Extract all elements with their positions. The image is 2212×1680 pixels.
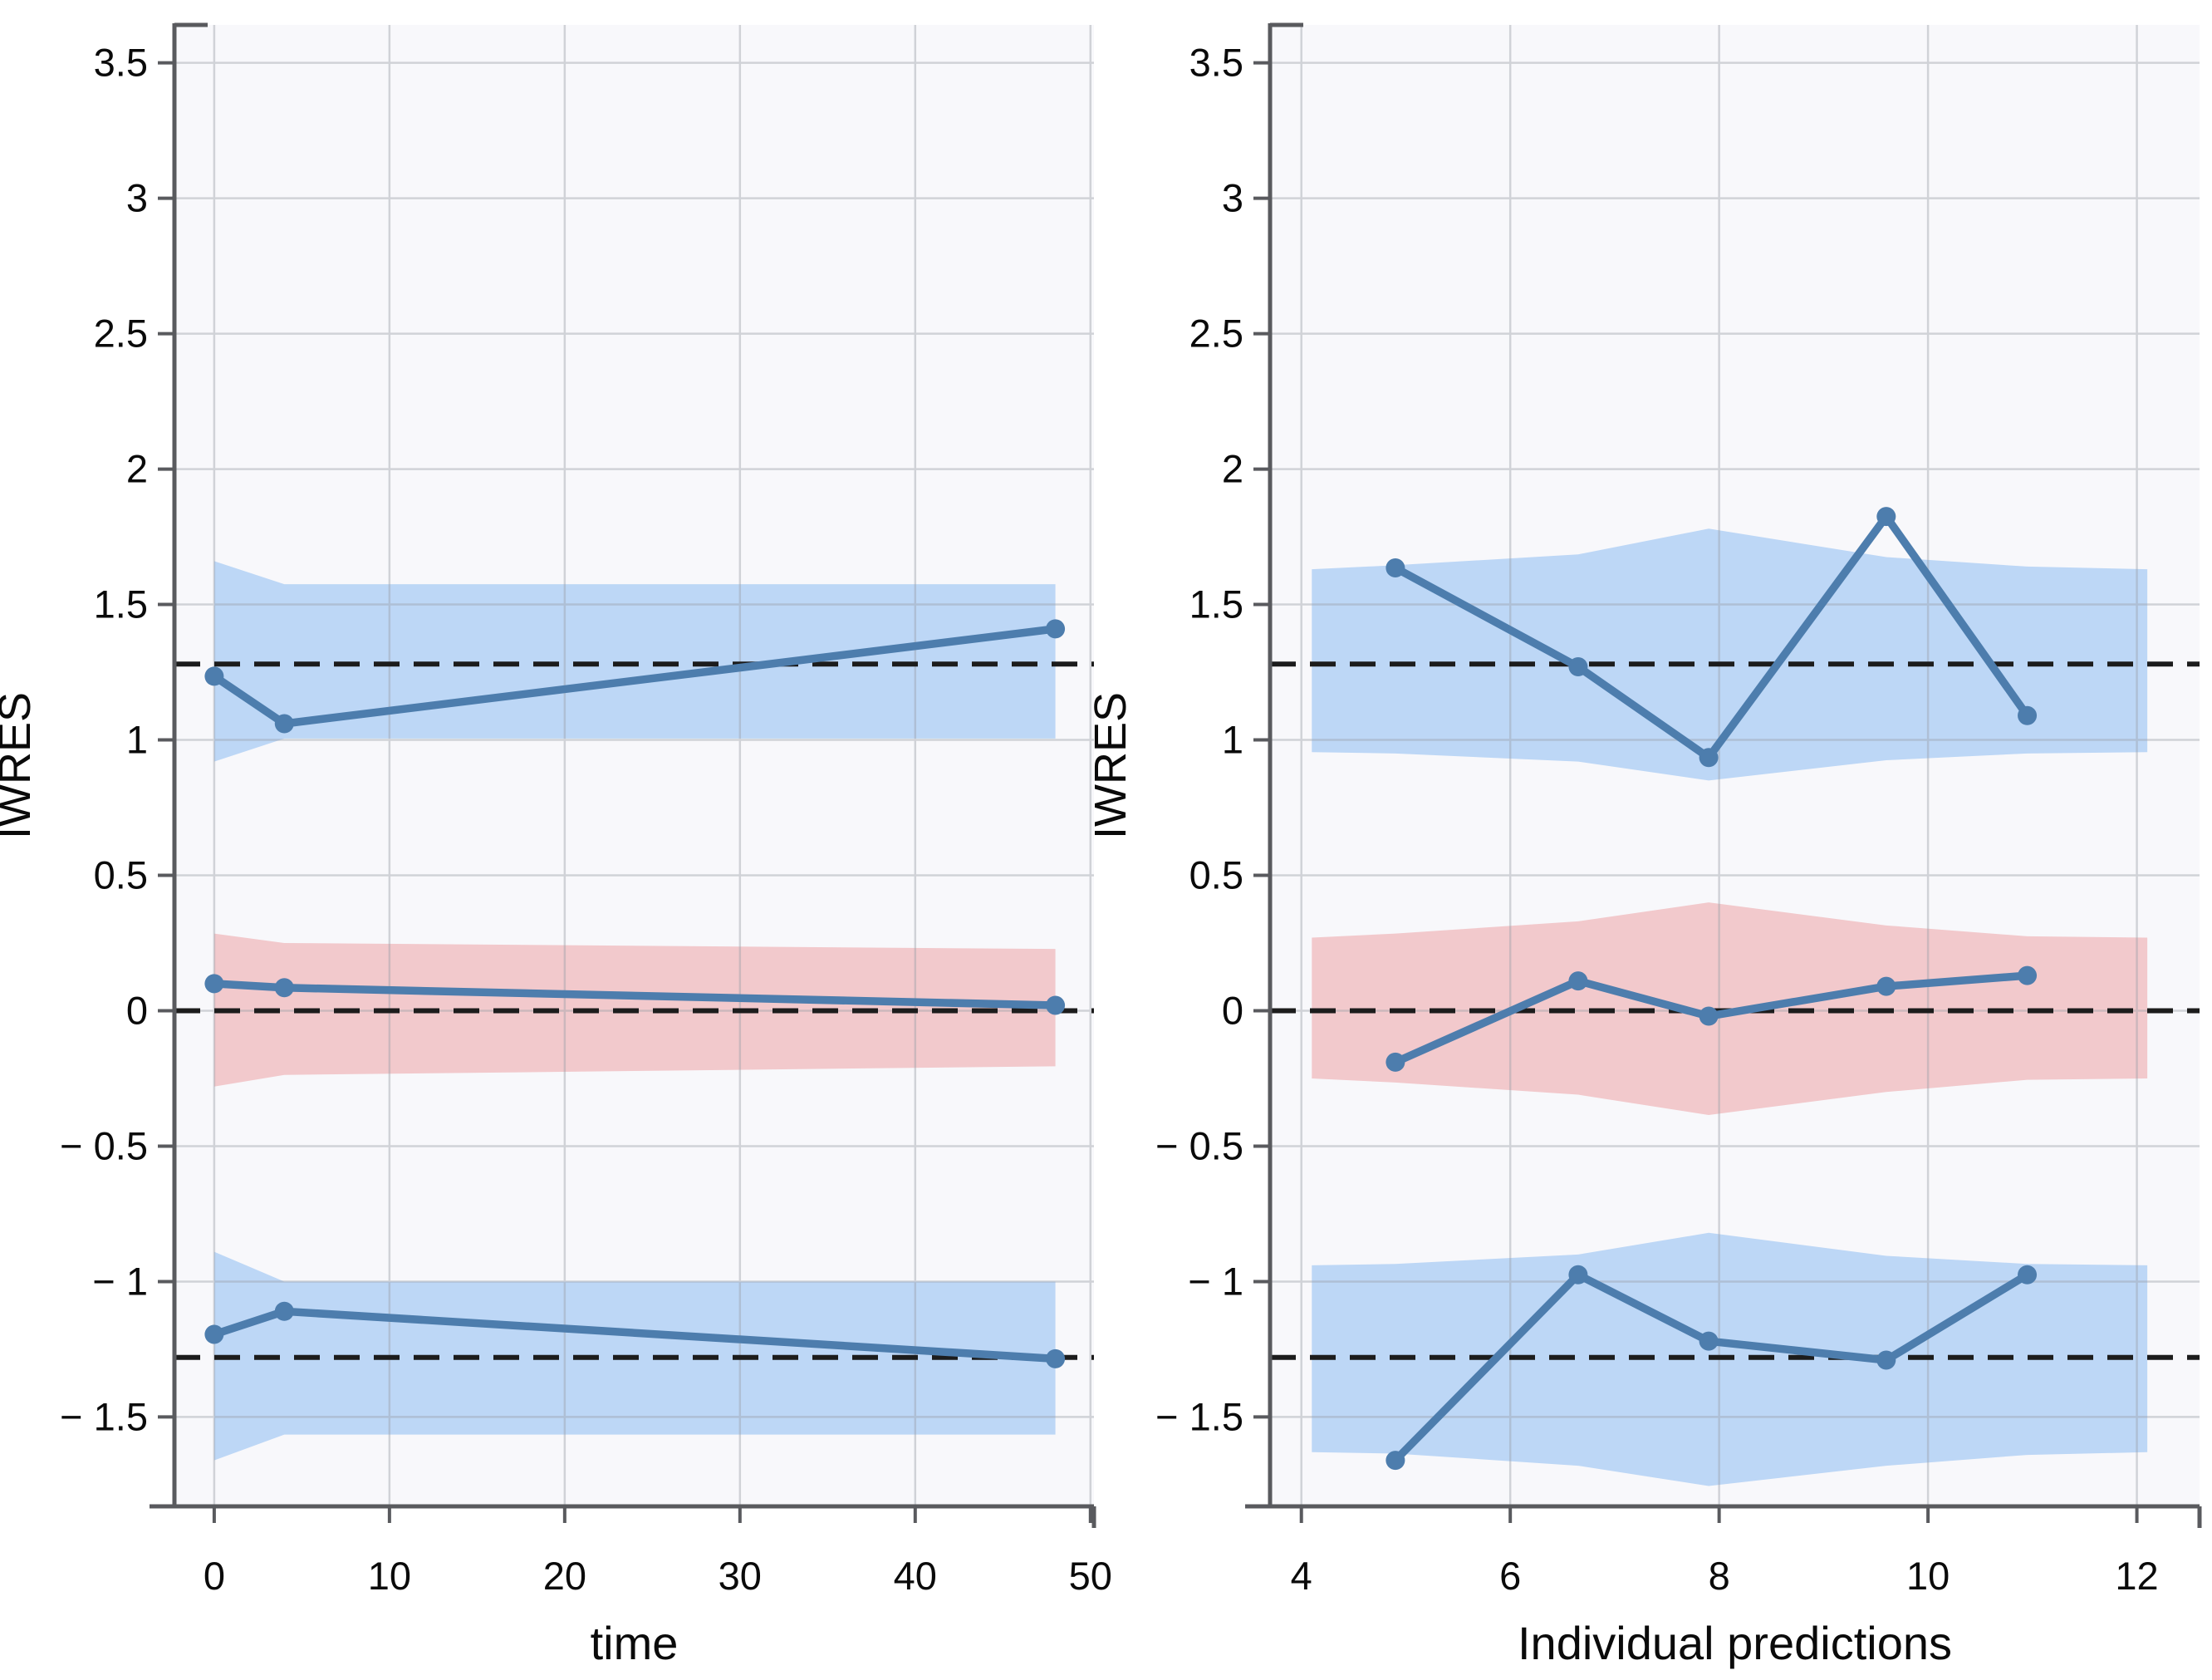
data-point-marker [1568, 657, 1588, 677]
x-tick-label: 20 [543, 1554, 586, 1598]
data-point-marker [274, 714, 294, 734]
data-point-marker [2018, 1265, 2038, 1285]
median-line [204, 974, 1066, 1015]
gridlines [174, 25, 1094, 1506]
panel-individual-predictions: 3.5 3 2.5 2 1.5 1 0.5 0 − 0.5 − 1 − 1.5 4 6 8 10 12 Indi… [1086, 22, 2202, 1669]
data-point-marker [274, 1301, 294, 1321]
data-point-marker [1699, 1006, 1719, 1026]
y-tick-label: 3 [126, 176, 148, 220]
upper-percentile-line [204, 619, 1066, 734]
median-line [1386, 965, 2038, 1072]
y-tick-label: 3.5 [1189, 41, 1243, 85]
x-tick-label: 10 [1906, 1554, 1950, 1598]
lower-percentile-line [1386, 1265, 2038, 1471]
tick-marks [1253, 61, 2139, 1523]
data-point-marker [1568, 1265, 1588, 1285]
y-tick-label: 2 [126, 447, 148, 491]
y-tick-label: − 1.5 [1155, 1394, 1243, 1438]
axes [1245, 22, 2202, 1528]
data-point-marker [1386, 1052, 1405, 1072]
y-tick-label: 1.5 [94, 582, 148, 626]
data-point-marker [1386, 1451, 1405, 1471]
y-tick-label: 0.5 [94, 853, 148, 897]
y-tick-label: − 0.5 [1155, 1123, 1243, 1167]
y-tick-label: 2 [1222, 447, 1243, 491]
x-axis-title: time [591, 1617, 679, 1669]
data-point-marker [1699, 1331, 1719, 1351]
plot-area [174, 25, 1094, 1506]
x-tick-label: 6 [1499, 1554, 1521, 1598]
y-axis-title: IWRES [1086, 692, 1135, 839]
data-point-marker [1046, 1348, 1066, 1368]
y-tick-label: 0 [126, 988, 148, 1032]
y-tick-label: 1.5 [1189, 582, 1243, 626]
data-point-marker [204, 666, 224, 686]
gridlines [1270, 25, 2200, 1506]
data-point-marker [2018, 965, 2038, 985]
y-tick-label: 1 [126, 718, 148, 762]
outlier-band-upper [1312, 528, 2148, 781]
y-tick-label: − 1 [92, 1259, 148, 1303]
y-tick-label: 3.5 [94, 41, 148, 85]
data-point-marker [204, 1324, 224, 1344]
x-tick-label: 12 [2115, 1554, 2158, 1598]
outlier-band-upper [213, 561, 1056, 762]
panel-time: 3.5 3 2.5 2 1.5 1 0.5 0 − 0.5 − 1 − 1.5 0 10 20 30 40 50… [0, 22, 1112, 1669]
x-tick-label: 10 [368, 1554, 411, 1598]
y-tick-label: 0.5 [1189, 853, 1243, 897]
x-tick-label: 8 [1709, 1554, 1730, 1598]
y-tick-label: − 1 [1188, 1259, 1243, 1303]
axes [150, 22, 1096, 1528]
y-axis-title: IWRES [0, 692, 40, 839]
data-point-marker [274, 978, 294, 998]
upper-percentile-line [1386, 507, 2038, 768]
x-axis-title: Individual predictions [1518, 1617, 1952, 1669]
data-point-marker [1046, 619, 1066, 639]
tick-labels: 3.5 3 2.5 2 1.5 1 0.5 0 − 0.5 − 1 − 1.5 0 10 20 30 40 50 [60, 41, 1112, 1598]
data-point-marker [2018, 705, 2038, 725]
data-point-marker [204, 974, 224, 994]
y-tick-label: 1 [1222, 718, 1243, 762]
data-point-marker [1046, 995, 1066, 1015]
y-tick-label: 2.5 [94, 312, 148, 356]
tick-labels: 3.5 3 2.5 2 1.5 1 0.5 0 − 0.5 − 1 − 1.5 4 6 8 10 12 [1155, 41, 2159, 1598]
y-tick-label: 2.5 [1189, 312, 1243, 356]
data-point-marker [1699, 748, 1719, 768]
y-tick-label: − 1.5 [60, 1394, 148, 1438]
data-point-marker [1876, 1350, 1896, 1370]
y-tick-label: − 0.5 [60, 1123, 148, 1167]
y-tick-label: 0 [1222, 988, 1243, 1032]
tick-marks [158, 61, 1092, 1523]
data-point-marker [1568, 971, 1588, 991]
x-tick-label: 30 [719, 1554, 762, 1598]
data-point-marker [1876, 976, 1896, 996]
x-tick-label: 40 [894, 1554, 937, 1598]
y-tick-label: 3 [1222, 176, 1243, 220]
data-point-marker [1386, 558, 1405, 578]
data-point-marker [1876, 507, 1896, 527]
lower-percentile-line [204, 1301, 1066, 1368]
x-tick-label: 50 [1069, 1554, 1112, 1598]
x-tick-label: 4 [1291, 1554, 1312, 1598]
x-tick-label: 0 [204, 1554, 225, 1598]
